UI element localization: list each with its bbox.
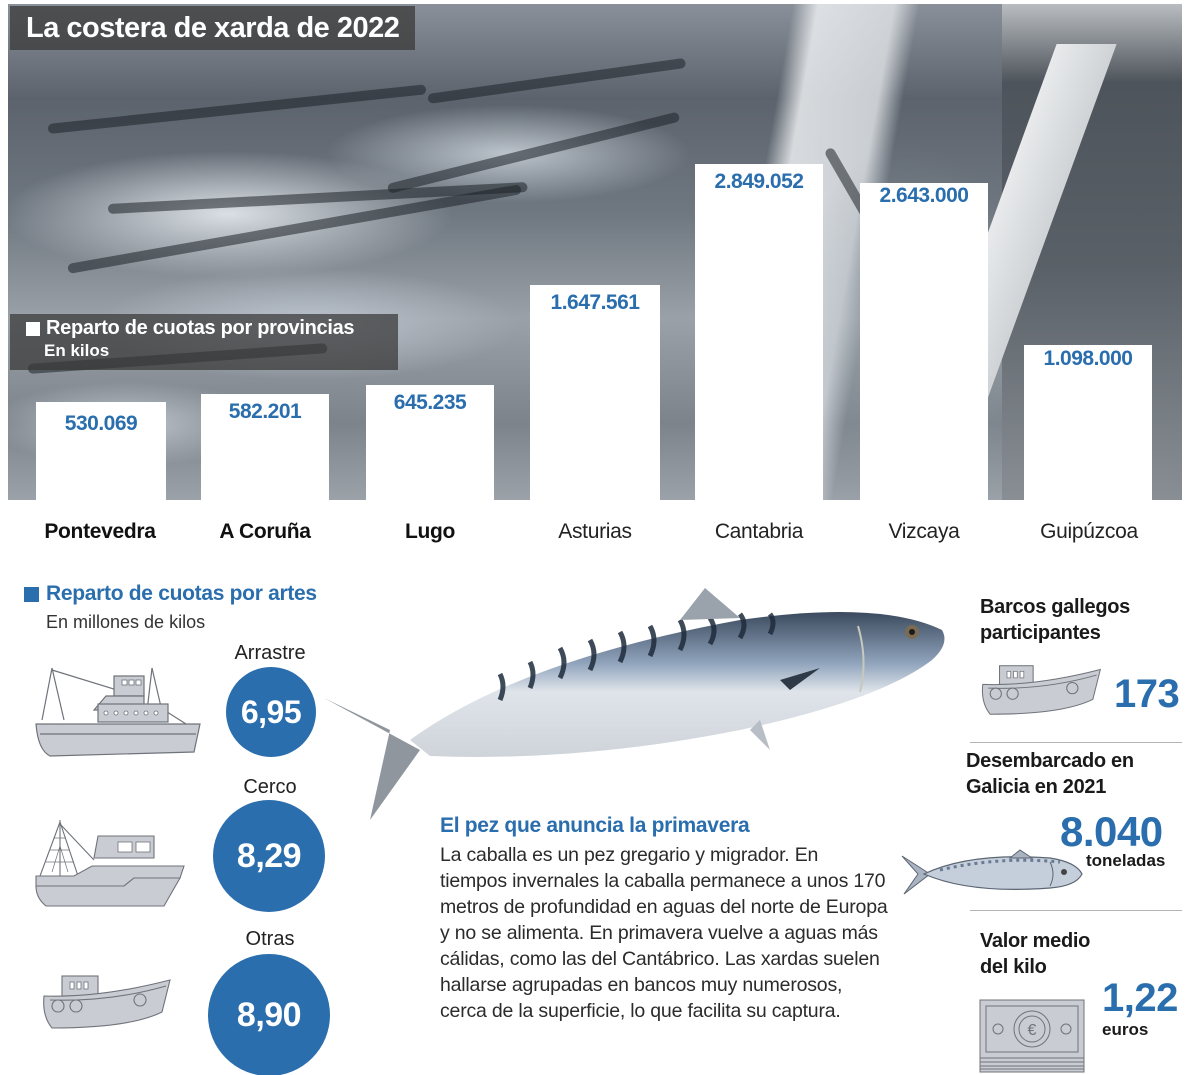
artes-title-text: Reparto de cuotas por artes	[46, 582, 317, 605]
arte-label-otras: Otras	[245, 928, 295, 950]
bar-value: 582.201	[228, 400, 302, 423]
desembarcado-value: 8.040	[1060, 808, 1163, 855]
arte-value-cerco: 8,29	[213, 800, 325, 912]
category-label-asturias: Asturias	[558, 520, 632, 543]
artes-section-title: Reparto de cuotas por artes	[24, 582, 317, 606]
trawler-boat-icon	[35, 667, 201, 757]
category-label-guipuzcoa: Guipúzcoa	[1040, 520, 1138, 543]
bar-vizcaya: 2.643.000	[860, 183, 988, 528]
euro-banknotes-icon: €	[979, 999, 1085, 1073]
small-fishing-boat-icon	[43, 975, 171, 1029]
arte-value-arrastre: 6,95	[226, 667, 316, 757]
bar-value: 645.235	[393, 391, 467, 414]
artes-unit: En millones de kilos	[46, 612, 206, 632]
category-label-cantabria: Cantabria	[714, 520, 804, 543]
legend-square-icon	[24, 586, 39, 602]
valor-title: Valor medio del kilo	[980, 928, 1090, 980]
legend-title: Reparto de cuotas por provincias	[46, 317, 355, 339]
bar-asturias: 1.647.561	[530, 285, 660, 528]
category-label-a-coruna: A Coruña	[219, 520, 311, 543]
arte-label-cerco: Cerco	[243, 776, 297, 798]
valor-value: 1,22	[1102, 976, 1178, 1020]
chart-title-box: La costera de xarda de 2022	[10, 6, 416, 50]
desembarcado-title: Desembarcado en Galicia en 2021	[966, 748, 1134, 800]
category-label-vizcaya: Vizcaya	[888, 520, 960, 543]
mackerel-small-icon	[901, 849, 1083, 895]
svg-text:€: €	[1028, 1022, 1037, 1039]
story-title: El pez que anuncia la primavera	[440, 814, 750, 837]
bar-value: 1.647.561	[550, 291, 640, 314]
desembarcado-title-line2: Galicia en 2021	[966, 776, 1107, 798]
barcos-title-line2: participantes	[980, 622, 1101, 644]
arte-label-arrastre: Arrastre	[234, 642, 306, 664]
barcos-title-line1: Barcos gallegos	[980, 596, 1131, 618]
legend-unit: En kilos	[44, 341, 110, 360]
divider	[970, 742, 1182, 743]
small-fishing-boat-icon	[981, 665, 1102, 715]
bar-guipuzcoa: 1.098.000	[1024, 345, 1152, 528]
legend-square-icon	[26, 321, 40, 336]
desembarcado-unit: toneladas	[1086, 851, 1166, 870]
story-body: La caballa es un pez gregario y migrador…	[440, 844, 888, 1022]
provincias-legend: Reparto de cuotas por provincias En kilo…	[10, 314, 398, 370]
barcos-value: 173	[1114, 672, 1180, 716]
valor-title-line1: Valor medio	[980, 930, 1091, 952]
provincias-bar-chart: 530.069 582.201 645.235 1.647.561 2.849.…	[0, 0, 1200, 528]
chart-baseline	[0, 500, 1200, 528]
bar-cantabria: 2.849.052	[695, 164, 823, 528]
bar-value: 1.098.000	[1043, 347, 1133, 370]
mackerel-illustration-icon	[324, 588, 945, 820]
bar-value: 2.849.052	[714, 170, 804, 193]
valor-title-line2: del kilo	[980, 956, 1047, 978]
valor-unit: euros	[1102, 1020, 1149, 1039]
page-title: La costera de xarda de 2022	[26, 11, 400, 44]
barcos-title: Barcos gallegos participantes	[980, 594, 1130, 646]
bar-value: 530.069	[64, 412, 138, 435]
category-label-pontevedra: Pontevedra	[44, 520, 156, 543]
category-label-lugo: Lugo	[404, 520, 456, 543]
arte-value-otras: 8,90	[208, 954, 330, 1075]
desembarcado-title-line1: Desembarcado en	[966, 750, 1134, 772]
divider	[970, 910, 1182, 911]
bar-value: 2.643.000	[879, 184, 969, 207]
seine-boat-icon	[35, 820, 185, 907]
